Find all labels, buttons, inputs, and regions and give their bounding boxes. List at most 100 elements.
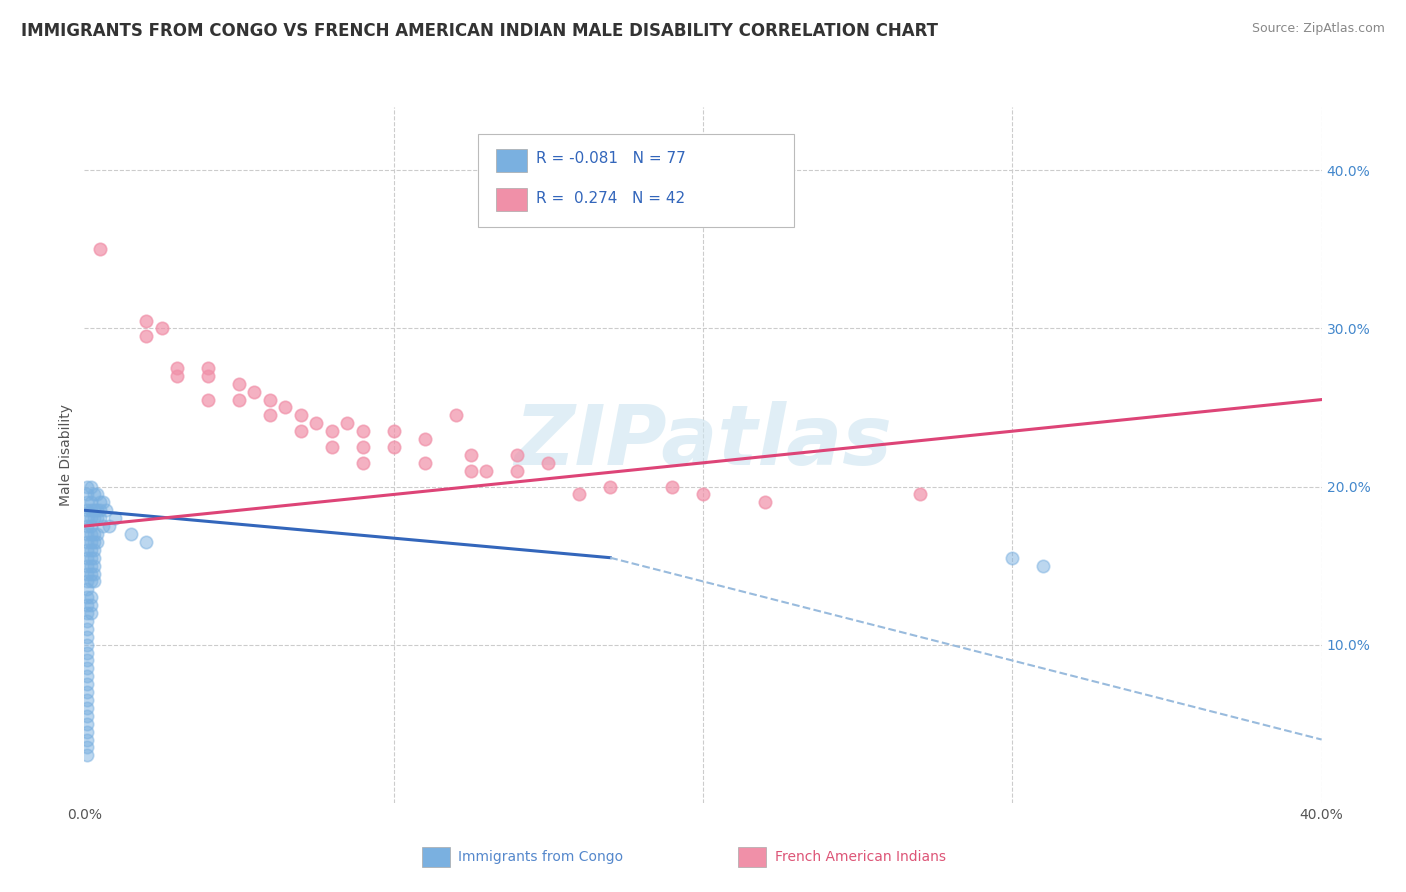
- Point: [83, 487, 105, 501]
- Point: [86, 487, 108, 501]
- Point: [76, 534, 98, 549]
- Point: [537, 456, 560, 470]
- Point: [91, 519, 114, 533]
- Point: [76, 748, 98, 763]
- Point: [79, 591, 101, 605]
- Point: [290, 424, 312, 438]
- Point: [76, 574, 98, 589]
- Text: French American Indians: French American Indians: [775, 850, 946, 864]
- Point: [76, 708, 98, 723]
- Point: [76, 582, 98, 597]
- Point: [352, 440, 374, 454]
- Point: [79, 542, 101, 557]
- Point: [79, 598, 101, 612]
- Point: [76, 653, 98, 667]
- Point: [352, 456, 374, 470]
- Point: [76, 527, 98, 541]
- Point: [120, 527, 142, 541]
- Point: [83, 503, 105, 517]
- Point: [135, 534, 157, 549]
- Point: [228, 376, 250, 391]
- Point: [76, 591, 98, 605]
- Point: [89, 243, 111, 257]
- Point: [506, 464, 529, 478]
- Point: [76, 479, 98, 493]
- Point: [98, 519, 121, 533]
- Point: [1032, 558, 1054, 573]
- Point: [135, 313, 157, 327]
- Point: [89, 495, 111, 509]
- Point: [83, 542, 105, 557]
- Point: [460, 464, 482, 478]
- Point: [79, 503, 101, 517]
- Point: [413, 432, 436, 446]
- Y-axis label: Male Disability: Male Disability: [59, 404, 73, 506]
- Point: [382, 440, 405, 454]
- Point: [76, 716, 98, 731]
- Point: [290, 409, 312, 423]
- Point: [444, 409, 467, 423]
- Point: [274, 401, 297, 415]
- Point: [150, 321, 173, 335]
- Point: [79, 495, 101, 509]
- Point: [661, 479, 683, 493]
- Point: [89, 511, 111, 525]
- Point: [352, 424, 374, 438]
- Point: [1001, 550, 1024, 565]
- Point: [76, 558, 98, 573]
- Point: [83, 574, 105, 589]
- Point: [83, 550, 105, 565]
- Point: [197, 368, 219, 383]
- Point: [460, 448, 482, 462]
- Point: [83, 566, 105, 581]
- Point: [76, 519, 98, 533]
- Point: [76, 724, 98, 739]
- Point: [86, 527, 108, 541]
- Text: Immigrants from Congo: Immigrants from Congo: [458, 850, 623, 864]
- Point: [76, 732, 98, 747]
- Point: [76, 487, 98, 501]
- Text: R = -0.081   N = 77: R = -0.081 N = 77: [536, 152, 686, 166]
- Text: Source: ZipAtlas.com: Source: ZipAtlas.com: [1251, 22, 1385, 36]
- Point: [89, 503, 111, 517]
- Point: [76, 606, 98, 620]
- Point: [104, 511, 127, 525]
- Point: [83, 527, 105, 541]
- Point: [76, 669, 98, 683]
- Point: [79, 606, 101, 620]
- Point: [76, 685, 98, 699]
- Point: [413, 456, 436, 470]
- Point: [86, 534, 108, 549]
- Point: [76, 622, 98, 636]
- Point: [692, 487, 714, 501]
- Point: [321, 440, 343, 454]
- Point: [76, 542, 98, 557]
- Point: [76, 598, 98, 612]
- Point: [79, 558, 101, 573]
- Point: [76, 614, 98, 628]
- Point: [321, 424, 343, 438]
- Point: [79, 534, 101, 549]
- Point: [166, 360, 188, 375]
- Point: [336, 417, 359, 431]
- Point: [76, 638, 98, 652]
- Point: [197, 360, 219, 375]
- Point: [475, 464, 498, 478]
- Point: [79, 566, 101, 581]
- Point: [83, 534, 105, 549]
- Point: [754, 495, 776, 509]
- Point: [76, 566, 98, 581]
- Point: [243, 384, 266, 399]
- Point: [305, 417, 328, 431]
- Point: [83, 511, 105, 525]
- Point: [76, 630, 98, 644]
- Point: [79, 479, 101, 493]
- Point: [76, 701, 98, 715]
- Point: [79, 527, 101, 541]
- Point: [91, 495, 114, 509]
- Point: [76, 503, 98, 517]
- Point: [76, 495, 98, 509]
- Point: [83, 558, 105, 573]
- Point: [259, 392, 281, 407]
- Point: [166, 368, 188, 383]
